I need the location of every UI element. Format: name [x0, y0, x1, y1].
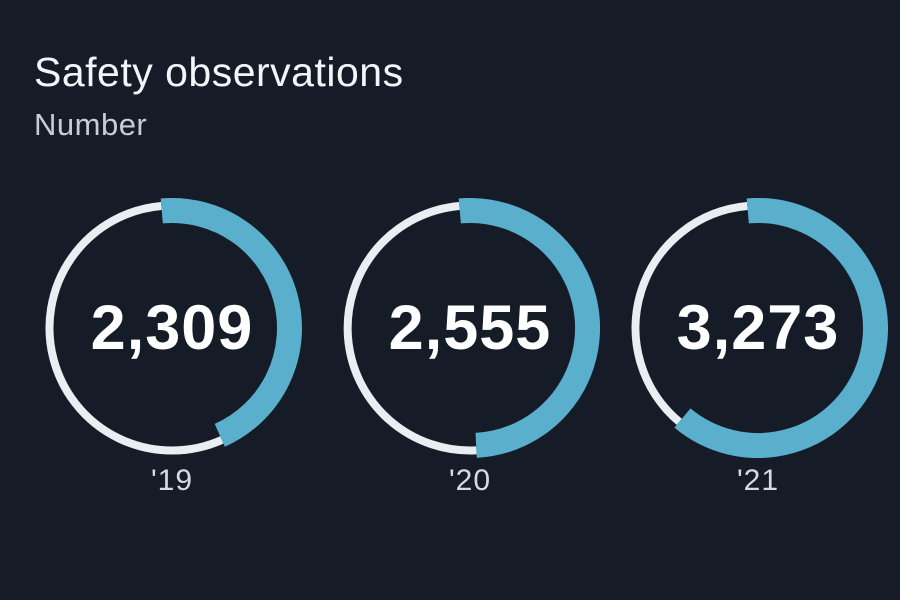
chart-subtitle: Number [34, 107, 148, 142]
donut-chart-2020: 2,555 '20 [340, 198, 600, 498]
donut-svg-2021 [631, 198, 888, 458]
donut-value-arc [674, 198, 888, 458]
donut-track [631, 201, 748, 425]
donut-svg-2020 [343, 198, 600, 458]
chart-title: Safety observations [34, 49, 404, 95]
donut-value-arc [458, 198, 600, 458]
donut-value-arc [160, 198, 302, 447]
donut-svg-2019 [45, 198, 302, 455]
donut-value: 3,273 [676, 293, 840, 363]
donut-track [343, 201, 477, 455]
donut-year-label: '19 [150, 464, 194, 497]
donut-track [45, 201, 224, 455]
donut-value: 2,555 [388, 293, 552, 363]
donut-value: 2,309 [90, 293, 254, 363]
donut-year-label: '21 [736, 464, 780, 497]
donut-chart-2019: 2,309 '19 [42, 198, 302, 498]
donut-year-label: '20 [448, 464, 492, 497]
donut-chart-2021: 3,273 '21 [628, 198, 888, 498]
